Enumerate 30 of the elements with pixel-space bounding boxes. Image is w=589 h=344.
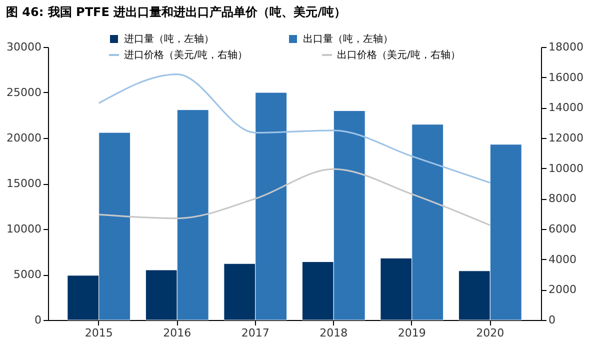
legend-label: 进口价格（美元/吨，右轴） <box>124 49 248 61</box>
line-series <box>98 168 491 226</box>
y-tick-label: 15000 <box>6 177 42 190</box>
y2-tick-label: 16000 <box>548 70 584 84</box>
y-tick-label: 5000 <box>14 268 42 281</box>
x-tick-label: 2018 <box>320 326 348 340</box>
y2-tick-label: 12000 <box>548 132 584 144</box>
x-tick-label: 2015 <box>84 326 113 340</box>
y-tick-label: 30000 <box>6 40 42 54</box>
y-tick-label: 20000 <box>6 132 42 144</box>
x-tick-label: 2019 <box>398 326 426 340</box>
y2-tick-label: 10000 <box>548 162 584 175</box>
y2-tick-label: 14000 <box>548 101 584 114</box>
y-tick-label: 10000 <box>6 222 42 236</box>
x-tick-label: 2017 <box>241 326 270 340</box>
x-tick-label: 2016 <box>163 326 192 340</box>
legend-label: 进口量（吨，左轴） <box>124 33 214 45</box>
y2-tick-label: 0 <box>548 314 556 326</box>
y2-tick-label: 8000 <box>548 192 576 206</box>
legend-label: 出口量（吨，左轴） <box>303 33 393 45</box>
y-tick-label: 25000 <box>6 86 42 99</box>
line-series <box>98 74 491 184</box>
y2-tick-label: 6000 <box>548 222 576 236</box>
chart-title: 图 46: 我国 PTFE 进出口量和进出口产品单价（吨、美元/吨） <box>6 5 346 19</box>
legend-label: 出口价格（美元/吨，右轴） <box>337 49 460 61</box>
y2-tick-label: 18000 <box>548 40 584 54</box>
x-tick-label: 2020 <box>476 326 504 340</box>
y2-tick-label: 2000 <box>548 283 576 296</box>
y-tick-label: 0 <box>34 314 42 326</box>
y2-tick-label: 4000 <box>548 252 576 266</box>
